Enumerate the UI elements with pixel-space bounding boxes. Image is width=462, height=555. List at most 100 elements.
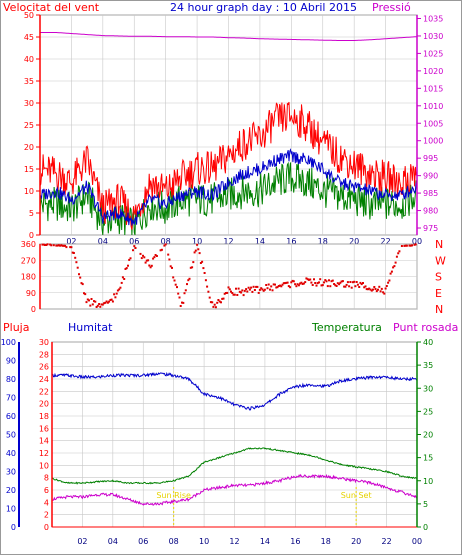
direction-point — [119, 286, 122, 289]
pressure-right-tick-label: 990 — [423, 172, 438, 181]
direction-point — [50, 244, 53, 247]
direction-point — [57, 244, 60, 247]
compass-label: E — [435, 287, 442, 300]
direction-tick-label: 180 — [21, 273, 36, 282]
rain-tick-label: 18 — [39, 412, 49, 421]
direction-point — [98, 303, 101, 305]
rain-tick-label: 26 — [39, 363, 49, 372]
direction-point — [296, 283, 299, 286]
temperature-series — [51, 447, 418, 485]
direction-point — [155, 255, 158, 257]
humidity-label: Humitat — [68, 321, 113, 334]
direction-point — [340, 280, 343, 283]
direction-point — [89, 304, 92, 307]
direction-point — [405, 244, 408, 247]
direction-point — [173, 279, 176, 282]
direction-point — [284, 282, 286, 285]
direction-point — [363, 286, 366, 289]
direction-point — [61, 244, 64, 247]
direction-point — [387, 281, 390, 284]
direction-point — [349, 281, 352, 283]
wind-left-tick-label: 30 — [24, 99, 34, 108]
direction-point — [329, 285, 332, 288]
direction-panel-grid — [40, 243, 418, 310]
direction-point — [230, 290, 232, 293]
direction-point — [348, 285, 351, 288]
direction-point — [123, 278, 126, 280]
wind-panel-series — [39, 32, 418, 236]
direction-point — [393, 265, 396, 268]
direction-point — [350, 286, 353, 289]
direction-point — [132, 249, 134, 252]
direction-point — [307, 278, 310, 281]
direction-point — [62, 244, 65, 247]
direction-point — [282, 282, 285, 285]
direction-point — [232, 293, 235, 296]
wind-left-tick-label: 40 — [24, 55, 34, 64]
direction-point — [411, 244, 413, 247]
rain-tick-label: 6 — [44, 486, 49, 495]
direction-point — [277, 285, 280, 287]
direction-point — [253, 289, 256, 291]
direction-point — [198, 252, 201, 255]
compass-label: N — [435, 238, 443, 251]
direction-point — [108, 300, 111, 303]
direction-point — [355, 281, 358, 283]
direction-point — [95, 306, 98, 308]
direction-point — [93, 300, 95, 303]
direction-point — [159, 249, 162, 252]
direction-point — [395, 255, 398, 258]
direction-point — [52, 244, 55, 247]
pressure-right-tick-label: 975 — [423, 224, 438, 233]
direction-point — [226, 291, 229, 294]
direction-point — [403, 244, 406, 247]
direction-point — [388, 279, 391, 282]
direction-point — [174, 283, 177, 286]
direction-point — [299, 282, 302, 285]
direction-point — [409, 244, 412, 247]
direction-point — [248, 288, 251, 291]
direction-point — [375, 290, 378, 293]
direction-point — [301, 283, 304, 285]
wind-left-tick-label: 5 — [29, 209, 34, 218]
direction-point — [118, 288, 121, 291]
direction-point — [144, 261, 147, 264]
direction-point — [362, 282, 364, 284]
pressure-right-tick-label: 1015 — [423, 84, 443, 93]
direction-panel-series — [41, 243, 417, 309]
direction-point — [263, 288, 266, 291]
wind-x-tick-label: 20 — [349, 237, 359, 246]
direction-point — [408, 244, 411, 247]
humidity-series — [51, 371, 418, 411]
wind-left-tick-label: 25 — [24, 121, 34, 130]
temperature-tick-label: 5 — [423, 500, 428, 509]
wind-x-tick-label: 02 — [66, 237, 76, 246]
humidity-tick-label: 30 — [6, 468, 16, 477]
wind-left-tick-label: 0 — [29, 231, 34, 240]
direction-point — [163, 244, 166, 247]
direction-point — [380, 287, 383, 290]
rain-tick-label: 22 — [39, 387, 49, 396]
direction-point — [289, 286, 292, 289]
direction-point — [260, 287, 263, 290]
direction-point — [74, 256, 77, 259]
direction-point — [83, 292, 85, 295]
direction-point — [351, 281, 354, 284]
direction-point — [252, 285, 255, 288]
rain-tick-label: 10 — [39, 461, 49, 470]
direction-point — [237, 287, 240, 290]
direction-point — [294, 283, 297, 286]
humidity-x-tick-label: 12 — [229, 537, 239, 546]
direction-point — [377, 288, 379, 291]
direction-point — [414, 243, 417, 246]
direction-point — [280, 285, 283, 288]
direction-point — [207, 290, 210, 293]
direction-point — [142, 254, 144, 257]
pressure-right-tick-label: 1025 — [423, 49, 443, 58]
direction-point — [334, 284, 337, 287]
wind-speed-label: Velocitat del vent — [3, 1, 100, 14]
direction-point — [49, 243, 52, 246]
direction-point — [80, 282, 83, 285]
direction-point — [139, 252, 142, 255]
temperature-tick-label: 0 — [423, 523, 428, 532]
